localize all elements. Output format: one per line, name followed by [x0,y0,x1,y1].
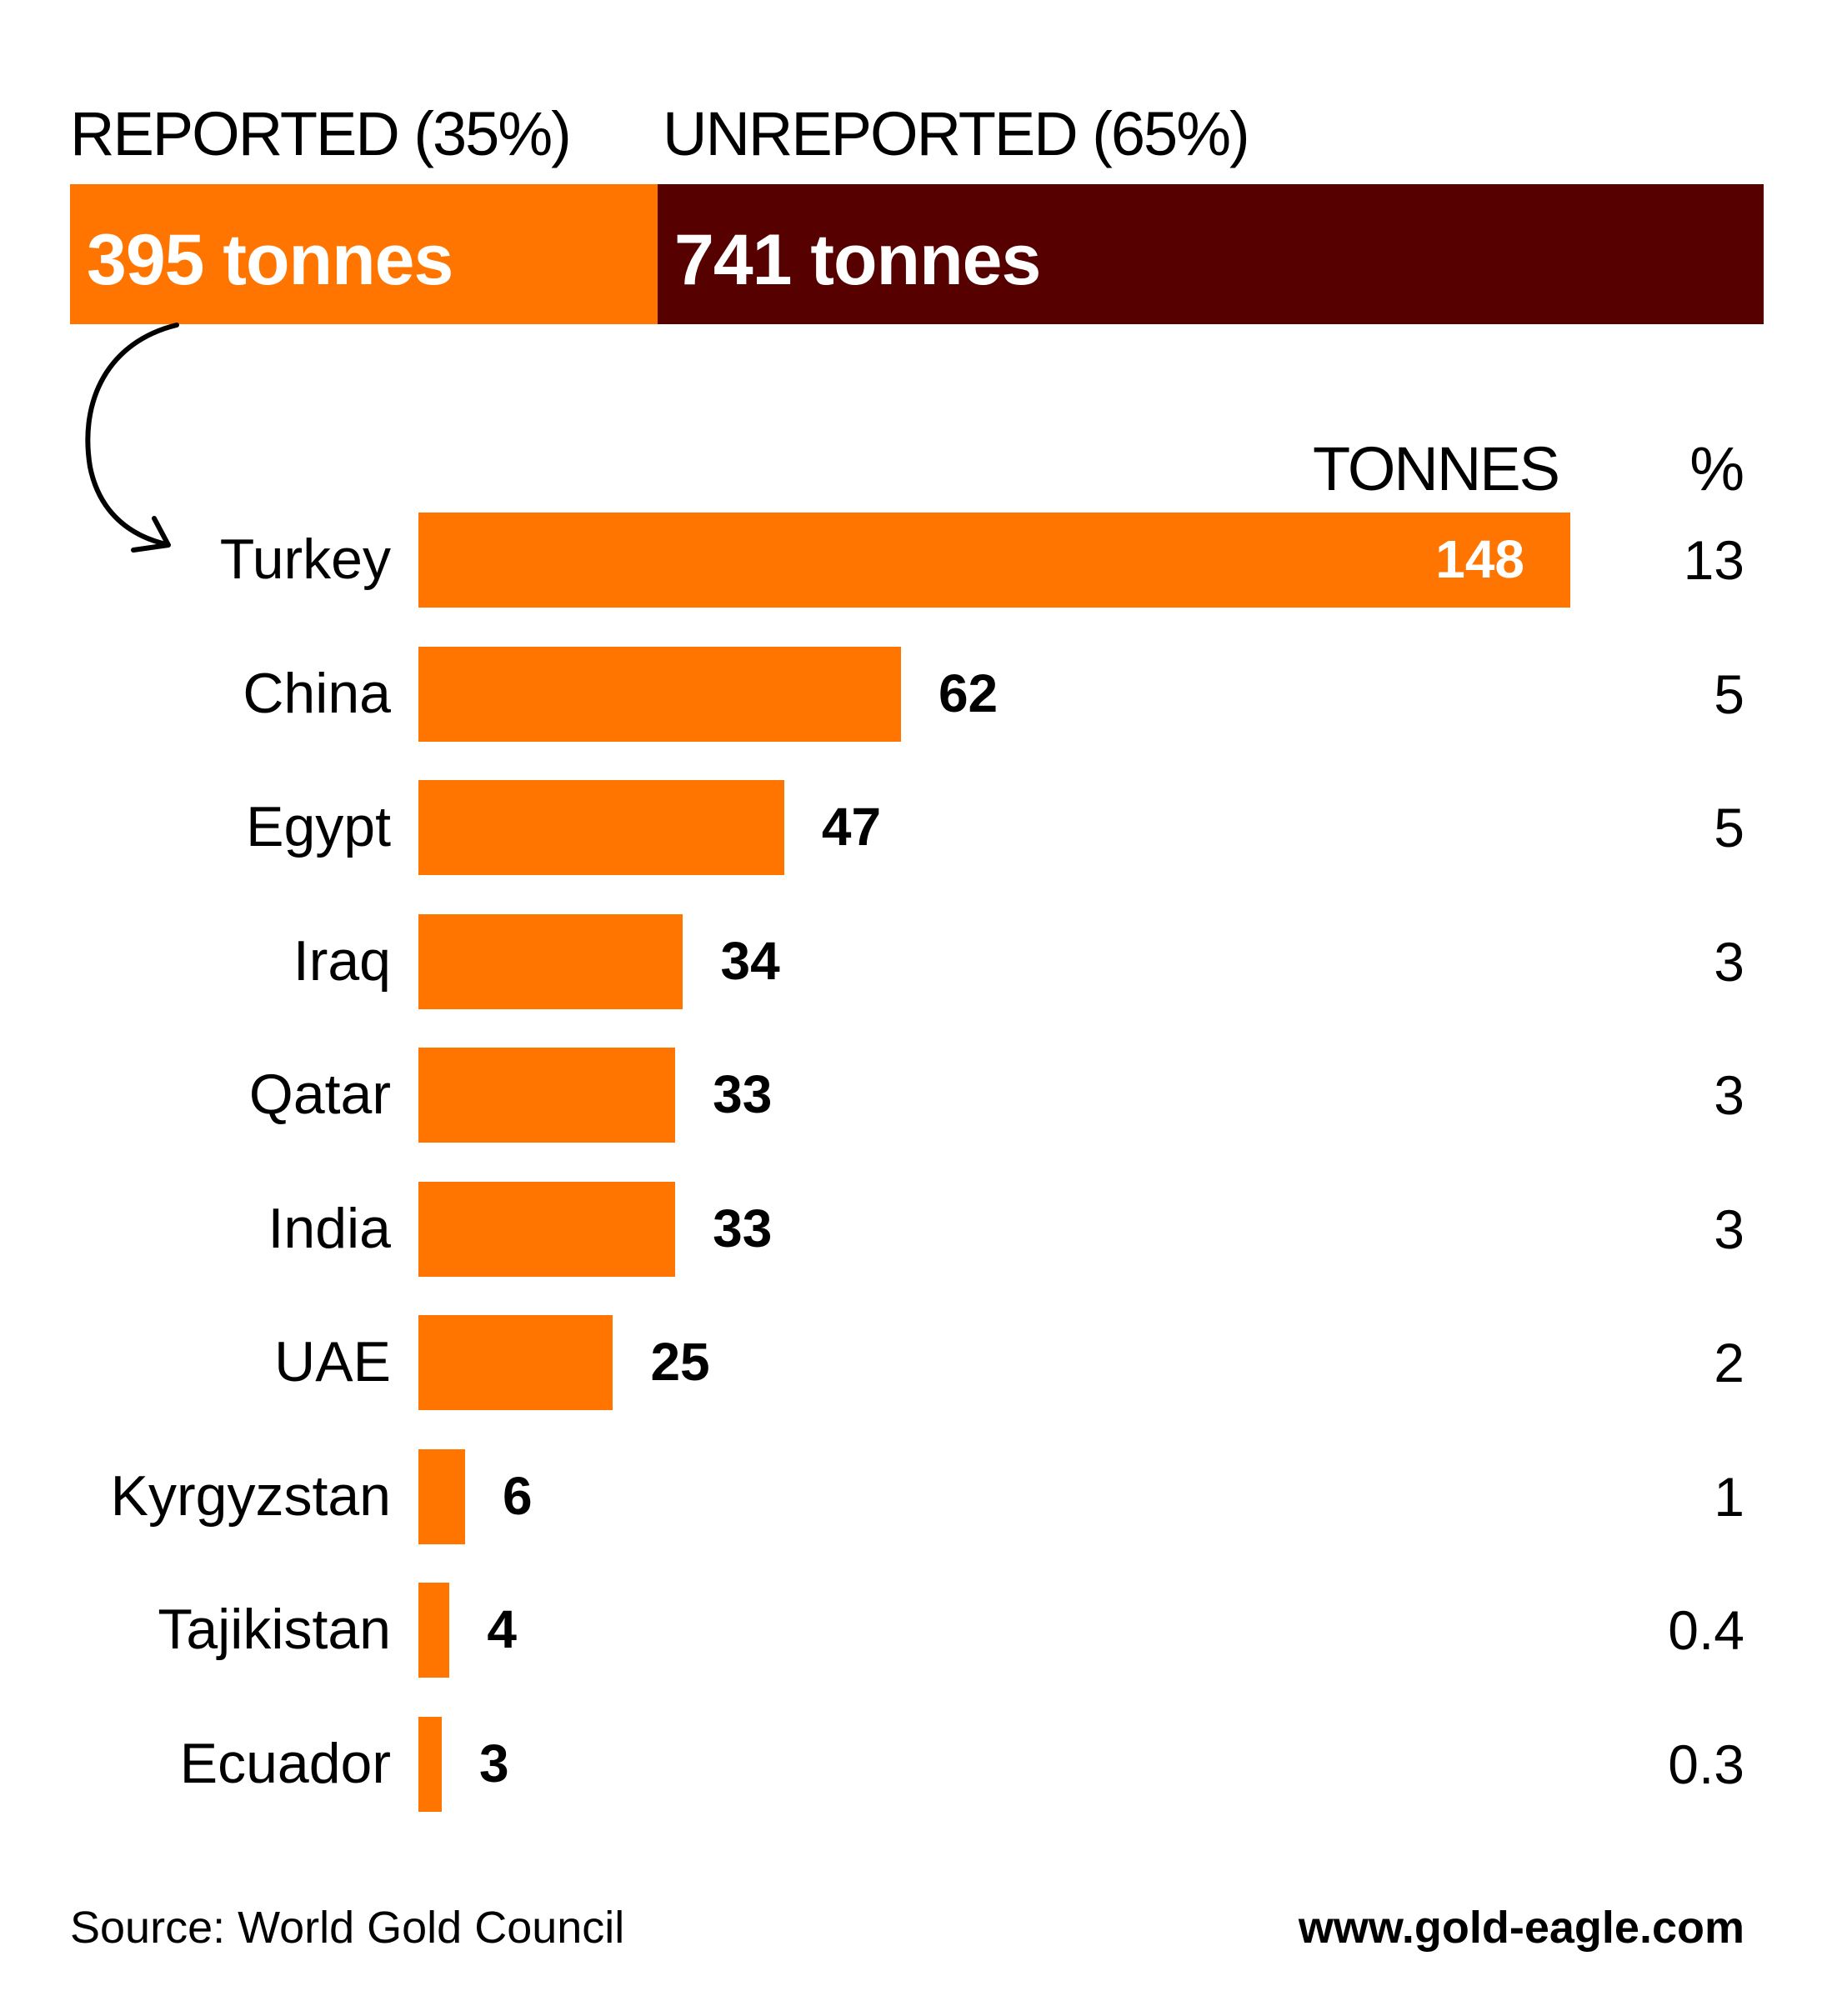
bar-kyrgyzstan [418,1448,466,1544]
source-note: Source: World Gold Council [70,1903,625,1953]
percent-label: 3 [1714,1064,1744,1126]
reported-label: REPORTED (35%) [70,99,572,168]
country-label: Ecuador [179,1731,391,1795]
unreported-value: 741 tonnes [674,220,1041,300]
value-label: 6 [503,1465,533,1526]
value-label: 25 [650,1332,710,1392]
bar-turkey [418,513,1570,608]
country-label: Turkey [219,528,391,591]
value-label: 33 [713,1198,773,1258]
bar-qatar [418,1048,676,1143]
bar-iraq [418,913,683,1009]
country-label: China [243,661,391,725]
percent-label: 2 [1714,1332,1744,1393]
percent-column-header: % [1689,434,1744,503]
country-label: Kyrgyzstan [110,1463,391,1528]
country-label: India [268,1196,391,1260]
bar-ecuador [418,1716,442,1812]
country-label: Egypt [246,795,391,858]
value-label: 62 [938,663,999,723]
unreported-segment: 741 tonnes [658,184,1764,324]
value-label: 4 [487,1599,517,1659]
value-label: 47 [821,797,882,857]
percent-label: 5 [1714,663,1744,725]
bar-tajikistan [418,1583,450,1678]
value-label: 33 [713,1064,773,1124]
percent-label: 3 [1714,1198,1744,1260]
country-label: Iraq [293,928,391,993]
bar-india [418,1181,676,1277]
reported-segment: 395 tonnes [70,184,658,324]
percent-label: 5 [1714,797,1744,858]
bar-china [418,646,901,742]
value-label: 3 [479,1733,509,1793]
percent-label: 1 [1714,1465,1744,1528]
arrow-icon [85,323,179,553]
country-label: Tajikistan [158,1598,391,1661]
percent-label: 0.4 [1668,1599,1744,1661]
percent-label: 13 [1683,529,1744,591]
country-label: Qatar [248,1063,391,1126]
bar-egypt [418,780,784,875]
tonnes-column-header: TONNES [1312,434,1560,503]
country-label: UAE [274,1330,391,1393]
unreported-label: UNREPORTED (65%) [663,99,1250,168]
value-label: 148 [1435,529,1524,589]
value-label: 34 [720,930,780,991]
percent-label: 0.3 [1668,1733,1744,1795]
reported-value: 395 tonnes [87,220,453,300]
percent-label: 3 [1714,930,1744,993]
bar-uae [418,1315,613,1410]
site-url: www.gold-eagle.com [1298,1903,1744,1953]
